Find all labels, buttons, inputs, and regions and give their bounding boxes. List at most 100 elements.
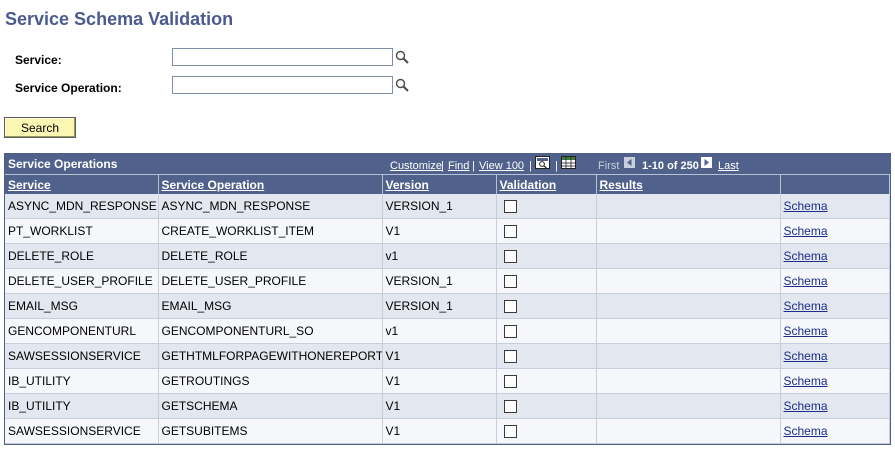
validation-cell bbox=[496, 393, 597, 419]
schema-cell: Schema bbox=[780, 194, 890, 219]
validation-checkbox[interactable] bbox=[503, 325, 517, 339]
service-cell: IB_UTILITY bbox=[5, 393, 159, 419]
last-link[interactable]: Last bbox=[718, 160, 739, 172]
validation-cell bbox=[496, 418, 597, 444]
table-row: GENCOMPONENTURL GENCOMPONENTURL_SO v1 Schem… bbox=[5, 318, 890, 344]
validation-checkbox[interactable] bbox=[503, 400, 517, 414]
nav-separator: | bbox=[555, 160, 558, 172]
service-lookup-icon[interactable] bbox=[395, 50, 409, 64]
version-cell: V1 bbox=[382, 218, 497, 244]
results-cell bbox=[596, 368, 781, 394]
validation-cell bbox=[496, 368, 597, 394]
schema-link[interactable]: Schema bbox=[783, 199, 828, 213]
first-label: First bbox=[598, 160, 620, 172]
results-cell bbox=[596, 243, 781, 269]
schema-cell: Schema bbox=[780, 243, 890, 269]
nav-separator: | bbox=[472, 160, 475, 172]
column-header-results[interactable]: Results bbox=[596, 174, 781, 194]
download-spreadsheet-icon[interactable] bbox=[561, 156, 576, 169]
grid-navigation-bar: Service Operations Customize | Find | Vi… bbox=[5, 154, 890, 174]
service-cell: GENCOMPONENTURL bbox=[5, 318, 159, 344]
service-cell: SAWSESSIONSERVICE bbox=[5, 343, 159, 369]
find-link[interactable]: Find bbox=[448, 160, 470, 172]
validation-checkbox[interactable] bbox=[503, 250, 517, 264]
version-cell: v1 bbox=[382, 243, 497, 269]
column-header-service[interactable]: Service bbox=[5, 174, 159, 194]
results-cell bbox=[596, 268, 781, 294]
nav-separator: | bbox=[441, 160, 444, 172]
schema-link[interactable]: Schema bbox=[783, 224, 828, 238]
validation-cell bbox=[496, 194, 597, 219]
version-cell: VERSION_1 bbox=[382, 293, 497, 319]
service-operation-input[interactable] bbox=[172, 76, 393, 94]
arrow-right-icon[interactable] bbox=[701, 157, 712, 168]
schema-cell: Schema bbox=[780, 368, 890, 394]
version-cell: VERSION_1 bbox=[382, 268, 497, 294]
validation-checkbox[interactable] bbox=[503, 200, 517, 214]
results-cell bbox=[596, 293, 781, 319]
service-cell: PT_WORKLIST bbox=[5, 218, 159, 244]
nav-separator: | bbox=[529, 160, 532, 172]
service-operation-cell: DELETE_USER_PROFILE bbox=[158, 268, 383, 294]
table-body: ASYNC_MDN_RESPONSE ASYNC_MDN_RESPONSE VERS… bbox=[5, 194, 890, 444]
validation-checkbox[interactable] bbox=[503, 275, 517, 289]
version-cell: v1 bbox=[382, 318, 497, 344]
schema-cell: Schema bbox=[780, 393, 890, 419]
schema-link[interactable]: Schema bbox=[783, 274, 828, 288]
service-operation-label: Service Operation: bbox=[15, 81, 122, 95]
service-operations-table: Service Service Operation Version Valida… bbox=[5, 174, 890, 444]
validation-cell bbox=[496, 268, 597, 294]
grid-title: Service Operations bbox=[8, 157, 118, 171]
schema-cell: Schema bbox=[780, 218, 890, 244]
service-input[interactable] bbox=[172, 48, 393, 66]
column-header-service-operation[interactable]: Service Operation bbox=[158, 174, 383, 194]
validation-checkbox[interactable] bbox=[503, 300, 517, 314]
customize-link[interactable]: Customize bbox=[390, 160, 442, 172]
table-row: DELETE_USER_PROFILE DELETE_USER_PROFILE VE… bbox=[5, 268, 890, 294]
service-operation-cell: DELETE_ROLE bbox=[158, 243, 383, 269]
validation-cell bbox=[496, 293, 597, 319]
results-cell bbox=[596, 418, 781, 444]
service-cell: DELETE_USER_PROFILE bbox=[5, 268, 159, 294]
service-cell: IB_UTILITY bbox=[5, 368, 159, 394]
schema-link[interactable]: Schema bbox=[783, 349, 828, 363]
schema-cell: Schema bbox=[780, 293, 890, 319]
validation-cell bbox=[496, 343, 597, 369]
schema-link[interactable]: Schema bbox=[783, 299, 828, 313]
table-row: DELETE_ROLE DELETE_ROLE v1 Schema bbox=[5, 243, 890, 269]
table-row: EMAIL_MSG EMAIL_MSG VERSION_1 Schema bbox=[5, 293, 890, 319]
search-button[interactable]: Search bbox=[4, 117, 76, 138]
version-cell: VERSION_1 bbox=[382, 194, 497, 219]
table-row: ASYNC_MDN_RESPONSE ASYNC_MDN_RESPONSE VERS… bbox=[5, 194, 890, 219]
column-header-version[interactable]: Version bbox=[382, 174, 497, 194]
schema-link[interactable]: Schema bbox=[783, 374, 828, 388]
results-cell bbox=[596, 318, 781, 344]
arrow-left-icon bbox=[624, 157, 635, 168]
view-100-link[interactable]: View 100 bbox=[479, 160, 525, 172]
results-cell bbox=[596, 343, 781, 369]
service-cell: ASYNC_MDN_RESPONSE bbox=[5, 194, 159, 219]
service-operation-lookup-icon[interactable] bbox=[395, 78, 409, 92]
validation-checkbox[interactable] bbox=[503, 375, 517, 389]
service-label: Service: bbox=[15, 53, 62, 67]
schema-link[interactable]: Schema bbox=[783, 324, 828, 338]
validation-checkbox[interactable] bbox=[503, 425, 517, 439]
service-cell: SAWSESSIONSERVICE bbox=[5, 418, 159, 444]
version-cell: V1 bbox=[382, 418, 497, 444]
service-operation-cell: GETSUBITEMS bbox=[158, 418, 383, 444]
column-header-validation[interactable]: Validation bbox=[496, 174, 597, 194]
results-cell bbox=[596, 393, 781, 419]
table-row: SAWSESSIONSERVICE GETHTMLFORPAGEWITHONERE… bbox=[5, 343, 890, 369]
row-range-text: 1-10 of 250 bbox=[642, 160, 699, 172]
column-header-schema bbox=[780, 174, 890, 194]
zoom-grid-icon[interactable] bbox=[535, 156, 550, 169]
schema-link[interactable]: Schema bbox=[783, 424, 828, 438]
schema-link[interactable]: Schema bbox=[783, 249, 828, 263]
table-row: IB_UTILITY GETROUTINGS V1 Schema bbox=[5, 368, 890, 394]
page-title: Service Schema Validation bbox=[5, 9, 234, 29]
validation-checkbox[interactable] bbox=[503, 225, 517, 239]
validation-checkbox[interactable] bbox=[503, 350, 517, 364]
schema-link[interactable]: Schema bbox=[783, 399, 828, 413]
validation-cell bbox=[496, 243, 597, 269]
table-row: IB_UTILITY GETSCHEMA V1 Schema bbox=[5, 393, 890, 419]
